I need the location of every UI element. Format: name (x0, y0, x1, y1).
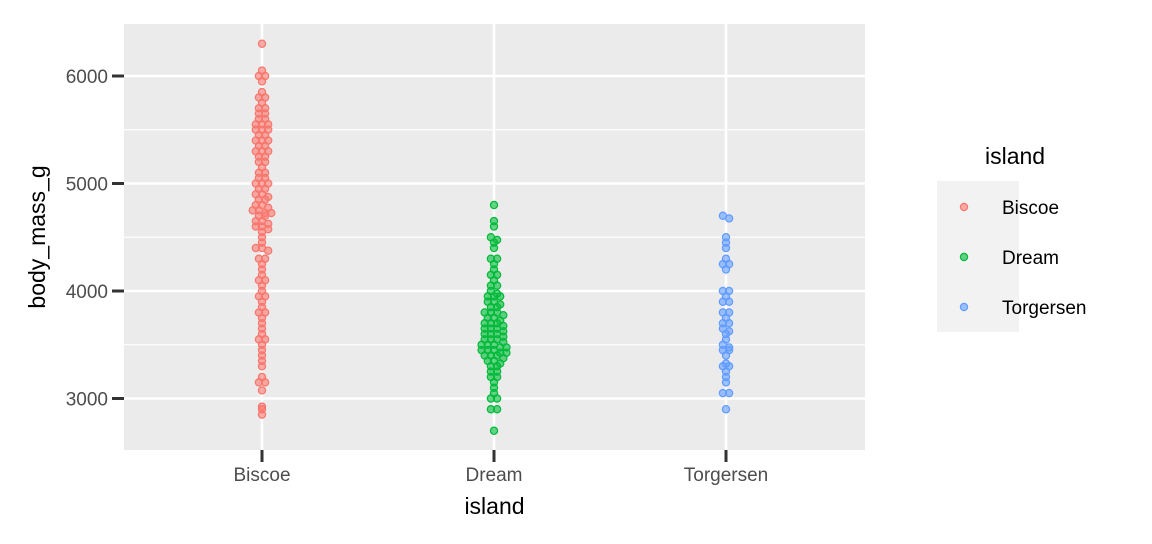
data-point-torgersen (721, 265, 731, 274)
data-point-torgersen (724, 214, 734, 223)
data-point-dream (496, 292, 505, 301)
y-axis-title: body_mass_g (24, 165, 50, 308)
data-point-biscoe (257, 410, 267, 419)
data-point-dream (492, 405, 502, 414)
y-tick-label: 4000 (66, 282, 108, 303)
y-axis: 3000 4000 5000 6000 (66, 67, 124, 411)
data-point-dream (489, 243, 499, 253)
data-point-biscoe (257, 39, 267, 48)
x-tick-label: Dream (465, 465, 522, 486)
y-tick-label: 3000 (66, 390, 108, 411)
data-point-biscoe (257, 386, 267, 395)
x-axis-title: island (464, 493, 524, 519)
data-points (248, 39, 734, 435)
legend: island Biscoe Dream Torgersen (937, 143, 1087, 332)
x-tick-label: Biscoe (233, 465, 290, 486)
y-tick-label: 6000 (66, 67, 108, 88)
data-point-torgersen (721, 243, 731, 253)
data-point-biscoe (264, 246, 273, 255)
data-point-dream (492, 394, 502, 403)
legend-items: Biscoe Dream Torgersen (959, 198, 1087, 319)
data-point-torgersen (721, 378, 731, 387)
legend-label-torgersen: Torgersen (1002, 298, 1087, 319)
data-point-torgersen (724, 319, 734, 328)
x-tick-label: Torgersen (684, 465, 769, 486)
data-point-torgersen (721, 405, 731, 414)
data-point-biscoe (257, 77, 267, 86)
data-point-dream (489, 222, 499, 231)
legend-title: island (985, 143, 1045, 169)
data-point-dream (489, 200, 499, 210)
data-point-torgersen (724, 388, 734, 398)
y-tick-label: 5000 (66, 175, 108, 196)
data-point-torgersen (724, 297, 734, 306)
data-point-biscoe (260, 378, 270, 387)
x-axis: Biscoe Dream Torgersen (233, 450, 768, 486)
data-point-dream (492, 281, 502, 290)
legend-key-background (937, 181, 1019, 332)
legend-key-biscoe (959, 202, 969, 212)
legend-label-biscoe: Biscoe (1002, 198, 1059, 219)
legend-key-torgersen (959, 302, 969, 312)
data-point-biscoe (257, 362, 267, 371)
data-point-torgersen (721, 351, 731, 360)
data-point-dream (489, 426, 499, 435)
legend-key-dream (959, 252, 969, 262)
legend-label-dream: Dream (1002, 248, 1059, 269)
